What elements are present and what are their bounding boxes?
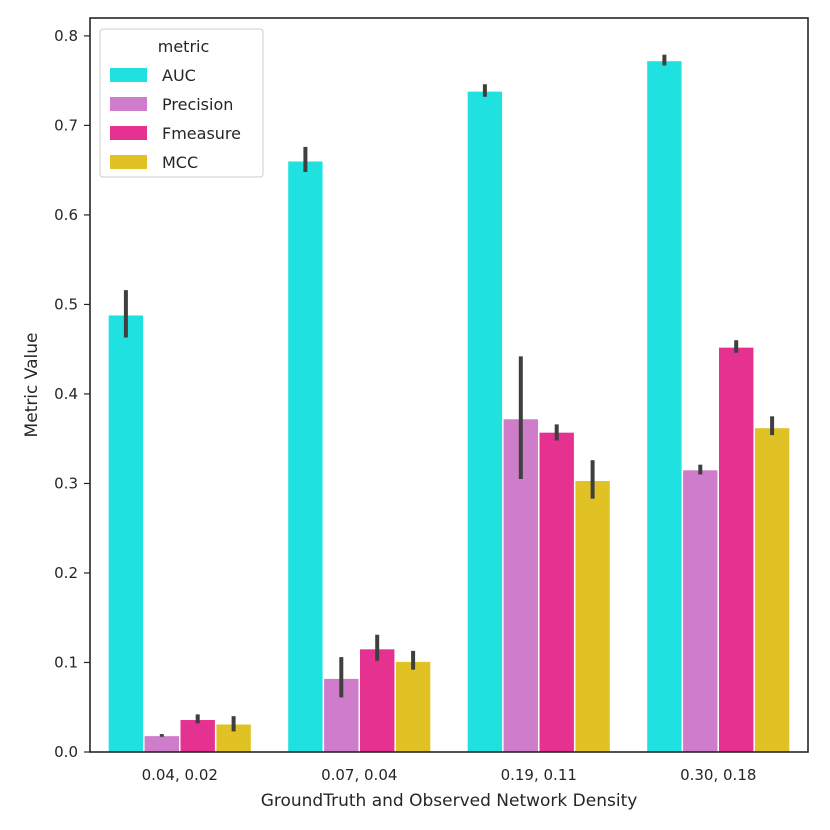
x-tick-label: 0.19, 0.11 [501,766,577,784]
bar-auc-4 [646,60,683,753]
bar-precision-1 [144,735,180,753]
y-tick-label: 0.6 [54,206,78,224]
y-tick-label: 0.2 [54,564,78,582]
legend-label-fmeasure: Fmeasure [162,124,241,143]
error-bars-layer [123,54,775,737]
x-tick-label: 0.07, 0.04 [321,766,397,784]
bar-auc-1 [108,314,144,753]
legend-label-auc: AUC [162,66,196,85]
y-tick-label: 0.7 [54,116,78,134]
x-tick-label: 0.04, 0.02 [142,766,218,784]
bar-precision-4 [682,469,718,753]
y-tick-label: 0.0 [54,743,78,761]
y-axis: 0.0 0.1 0.2 0.3 0.4 0.5 0.6 0.7 0.8 [54,27,90,761]
bar-fmeasure-3 [539,432,575,753]
legend-label-precision: Precision [162,95,233,114]
legend-swatch-mcc [110,155,147,169]
legend-label-mcc: MCC [162,153,198,172]
legend-items: AUC Precision Fmeasure MCC [110,66,241,172]
y-axis-title: Metric Value [22,333,42,438]
y-tick-label: 0.5 [54,295,78,313]
bar-auc-3 [467,91,503,753]
bar-fmeasure-1 [180,719,216,753]
bar-fmeasure-4 [718,347,754,753]
bar-mcc-3 [574,480,611,753]
plot-frame [89,17,809,753]
y-tick-label: 0.8 [54,27,78,45]
legend-swatch-fmeasure [110,126,147,140]
y-tick-label: 0.1 [54,653,78,671]
y-tick-label: 0.4 [54,385,78,403]
x-axis: 0.04, 0.02 0.07, 0.04 0.19, 0.11 0.30, 0.18 [142,766,757,784]
bar-fmeasure-2 [359,648,395,753]
legend-title: metric [158,37,210,56]
legend: metric AUC Precision Fmeasure MCC [99,28,264,178]
y-tick-label: 0.3 [54,474,78,492]
x-axis-title: GroundTruth and Observed Network Density [261,791,638,811]
bar-auc-2 [287,160,324,753]
bar-mcc-2 [395,661,431,753]
bar-mcc-4 [754,427,790,753]
x-tick-label: 0.30, 0.18 [680,766,756,784]
legend-swatch-precision [110,97,147,111]
legend-swatch-auc [110,68,147,82]
